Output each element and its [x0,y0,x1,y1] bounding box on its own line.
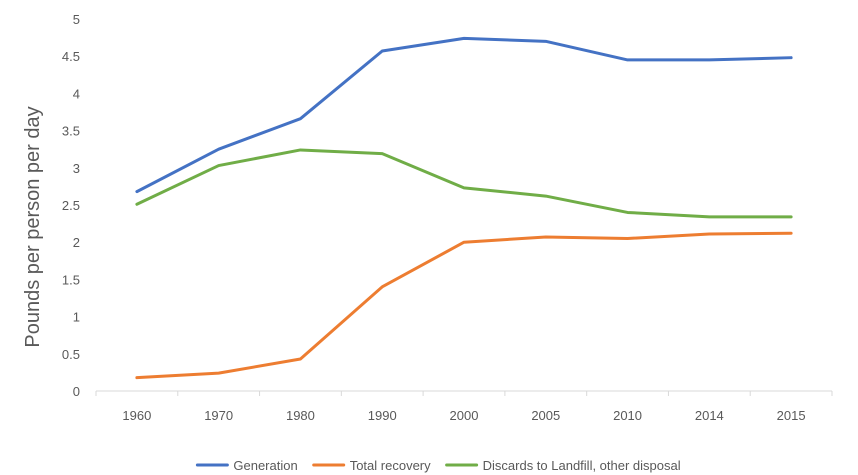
x-tick-label: 2000 [450,408,479,423]
y-tick-label: 3.5 [62,124,80,139]
x-tick-label: 2014 [695,408,724,423]
x-tick-label: 2010 [613,408,642,423]
legend: Generation Total recovery Discards to Land… [195,458,681,473]
y-tick-label: 0 [73,384,80,399]
series-line-total-recovery [135,231,793,380]
x-tick-label: 2005 [531,408,560,423]
series-line-discards-to-landfill-other-disposal [135,148,793,219]
x-tick-label: 1990 [368,408,397,423]
legend-label: Total recovery [350,458,431,473]
legend-label: Discards to Landfill, other disposal [483,458,681,473]
y-tick-label: 2.5 [62,198,80,213]
series-line-generation [135,36,793,194]
y-tick-label: 1 [73,310,80,325]
y-tick-label: 0.5 [62,347,80,362]
y-tick-label: 5 [73,12,80,27]
x-tick-label: 1960 [122,408,151,423]
y-axis-title: Pounds per person per day [22,106,44,347]
y-tick-label: 3 [73,161,80,176]
x-tick-label: 1970 [204,408,233,423]
x-tick-label: 1980 [286,408,315,423]
y-tick-label: 4.5 [62,49,80,64]
y-axis-ticks: 0 0.5 1 1.5 2 2.5 3 3.5 4 4.5 5 [62,12,80,399]
series-lines [135,36,793,380]
y-tick-label: 2 [73,235,80,250]
x-axis: 1960 1970 1980 1990 2000 2005 2010 2014 2015 [95,390,833,423]
x-tick-label: 2015 [777,408,806,423]
y-tick-label: 4 [73,86,80,101]
legend-label: Generation [233,458,297,473]
y-tick-label: 1.5 [62,272,80,287]
